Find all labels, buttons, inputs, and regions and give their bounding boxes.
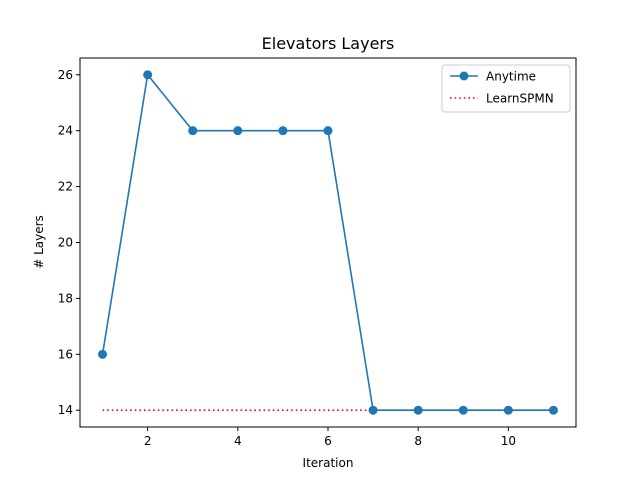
x-tick-label: 8 [414, 434, 422, 448]
y-axis: 14 16 18 20 22 24 26 [58, 68, 80, 417]
data-point [548, 405, 558, 415]
y-tick-label: 22 [58, 180, 73, 194]
legend-label: Anytime [486, 70, 536, 84]
y-tick-label: 24 [58, 124, 73, 138]
x-axis: 2 4 6 8 10 [144, 427, 516, 448]
data-point [278, 126, 288, 136]
x-tick-label: 6 [324, 434, 332, 448]
legend: Anytime LearnSPMN [441, 64, 571, 113]
y-tick-label: 14 [58, 403, 73, 417]
legend-marker [459, 71, 469, 81]
y-tick-label: 20 [58, 236, 73, 250]
series-layer [98, 70, 558, 415]
data-point [413, 405, 423, 415]
x-axis-label: Iteration [303, 456, 354, 470]
y-tick-label: 16 [58, 347, 73, 361]
y-axis-label: # Layers [32, 215, 46, 269]
series-line-anytime [101, 72, 554, 412]
data-point [143, 70, 153, 80]
legend-label: LearnSPMN [486, 92, 554, 106]
data-point [503, 405, 513, 415]
x-tick-label: 2 [144, 434, 152, 448]
y-tick-label: 18 [58, 291, 73, 305]
data-point [98, 349, 108, 359]
x-tick-label: 4 [234, 434, 242, 448]
data-point [188, 126, 198, 136]
data-point [368, 405, 378, 415]
data-point [458, 405, 468, 415]
plot-frame [79, 57, 577, 428]
x-tick-label: 10 [501, 434, 516, 448]
data-point [233, 126, 243, 136]
chart-title: Elevators Layers [262, 34, 395, 53]
data-point [323, 126, 333, 136]
y-tick-label: 26 [58, 68, 73, 82]
